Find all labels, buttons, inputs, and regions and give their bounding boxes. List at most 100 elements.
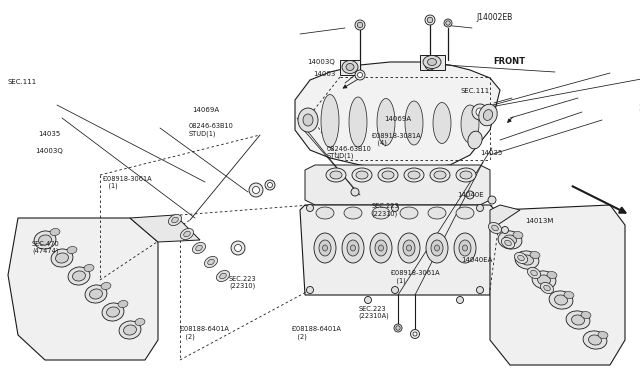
Ellipse shape — [426, 233, 448, 263]
Circle shape — [413, 332, 417, 336]
Ellipse shape — [90, 289, 102, 299]
Circle shape — [466, 191, 474, 199]
Circle shape — [357, 22, 363, 28]
Ellipse shape — [589, 335, 602, 345]
Circle shape — [456, 296, 463, 304]
Text: SEC.223
(22310A): SEC.223 (22310A) — [358, 306, 389, 319]
Circle shape — [394, 324, 402, 332]
Circle shape — [307, 286, 314, 294]
Ellipse shape — [101, 282, 111, 289]
Ellipse shape — [520, 255, 534, 265]
Ellipse shape — [342, 61, 358, 74]
Ellipse shape — [382, 171, 394, 179]
Ellipse shape — [378, 168, 398, 182]
Ellipse shape — [184, 231, 190, 237]
Ellipse shape — [554, 295, 568, 305]
Ellipse shape — [532, 271, 556, 289]
Ellipse shape — [180, 228, 193, 240]
Text: 14069A: 14069A — [192, 107, 219, 113]
Ellipse shape — [72, 271, 86, 281]
Ellipse shape — [398, 233, 420, 263]
Circle shape — [425, 60, 435, 70]
Ellipse shape — [118, 301, 128, 308]
Ellipse shape — [463, 245, 467, 251]
Ellipse shape — [406, 245, 412, 251]
Ellipse shape — [544, 285, 550, 291]
Text: Ð08188-6401A
   (2): Ð08188-6401A (2) — [291, 326, 341, 340]
Circle shape — [249, 183, 263, 197]
Ellipse shape — [428, 207, 446, 219]
Polygon shape — [340, 60, 360, 75]
Ellipse shape — [479, 104, 497, 126]
Ellipse shape — [498, 231, 522, 249]
Ellipse shape — [220, 273, 227, 279]
Ellipse shape — [208, 259, 214, 265]
Ellipse shape — [378, 245, 383, 251]
Circle shape — [410, 330, 419, 339]
Circle shape — [472, 104, 488, 120]
Ellipse shape — [372, 207, 390, 219]
Ellipse shape — [68, 267, 90, 285]
Ellipse shape — [303, 114, 313, 126]
Polygon shape — [130, 215, 200, 242]
Ellipse shape — [460, 171, 472, 179]
Ellipse shape — [204, 256, 218, 267]
Ellipse shape — [515, 253, 527, 264]
Ellipse shape — [564, 291, 574, 299]
Circle shape — [351, 188, 359, 196]
Text: SEC.223
(22310): SEC.223 (22310) — [229, 276, 257, 289]
Ellipse shape — [124, 325, 136, 335]
Ellipse shape — [102, 303, 124, 321]
Ellipse shape — [433, 103, 451, 144]
Ellipse shape — [400, 207, 418, 219]
Polygon shape — [420, 55, 445, 70]
Text: J14002EB: J14002EB — [477, 13, 513, 22]
Ellipse shape — [431, 240, 443, 256]
Ellipse shape — [319, 240, 331, 256]
Ellipse shape — [454, 233, 476, 263]
Circle shape — [446, 21, 450, 25]
Ellipse shape — [342, 233, 364, 263]
Circle shape — [477, 286, 483, 294]
Ellipse shape — [321, 94, 339, 148]
Circle shape — [425, 15, 435, 25]
Ellipse shape — [196, 245, 202, 251]
Ellipse shape — [566, 311, 590, 329]
Ellipse shape — [84, 264, 94, 272]
Ellipse shape — [316, 207, 334, 219]
Ellipse shape — [456, 168, 476, 182]
Ellipse shape — [346, 64, 354, 71]
Text: SEC.111: SEC.111 — [8, 79, 37, 85]
Ellipse shape — [423, 55, 441, 68]
Circle shape — [392, 286, 399, 294]
Ellipse shape — [404, 168, 424, 182]
Circle shape — [234, 244, 241, 251]
Ellipse shape — [504, 235, 516, 245]
Ellipse shape — [56, 253, 68, 263]
Ellipse shape — [518, 255, 524, 261]
Ellipse shape — [530, 251, 540, 259]
Text: 14069A: 14069A — [384, 116, 411, 122]
Ellipse shape — [540, 282, 554, 294]
Ellipse shape — [513, 231, 523, 238]
Text: SEC.111: SEC.111 — [461, 88, 490, 94]
Circle shape — [265, 180, 275, 190]
Ellipse shape — [515, 251, 539, 269]
Ellipse shape — [403, 240, 415, 256]
Ellipse shape — [527, 267, 541, 279]
Ellipse shape — [434, 171, 446, 179]
Text: Ð08918-3061A
   (1): Ð08918-3061A (1) — [390, 270, 440, 284]
Ellipse shape — [488, 222, 502, 234]
Ellipse shape — [216, 270, 230, 282]
Ellipse shape — [538, 275, 550, 285]
Ellipse shape — [106, 307, 120, 317]
Ellipse shape — [468, 131, 482, 149]
Ellipse shape — [492, 225, 499, 231]
Text: 14003Q: 14003Q — [35, 148, 63, 154]
Text: 14003: 14003 — [314, 71, 336, 77]
Ellipse shape — [135, 318, 145, 326]
Ellipse shape — [330, 171, 342, 179]
Circle shape — [253, 186, 259, 193]
Polygon shape — [490, 205, 520, 230]
Circle shape — [428, 17, 433, 23]
